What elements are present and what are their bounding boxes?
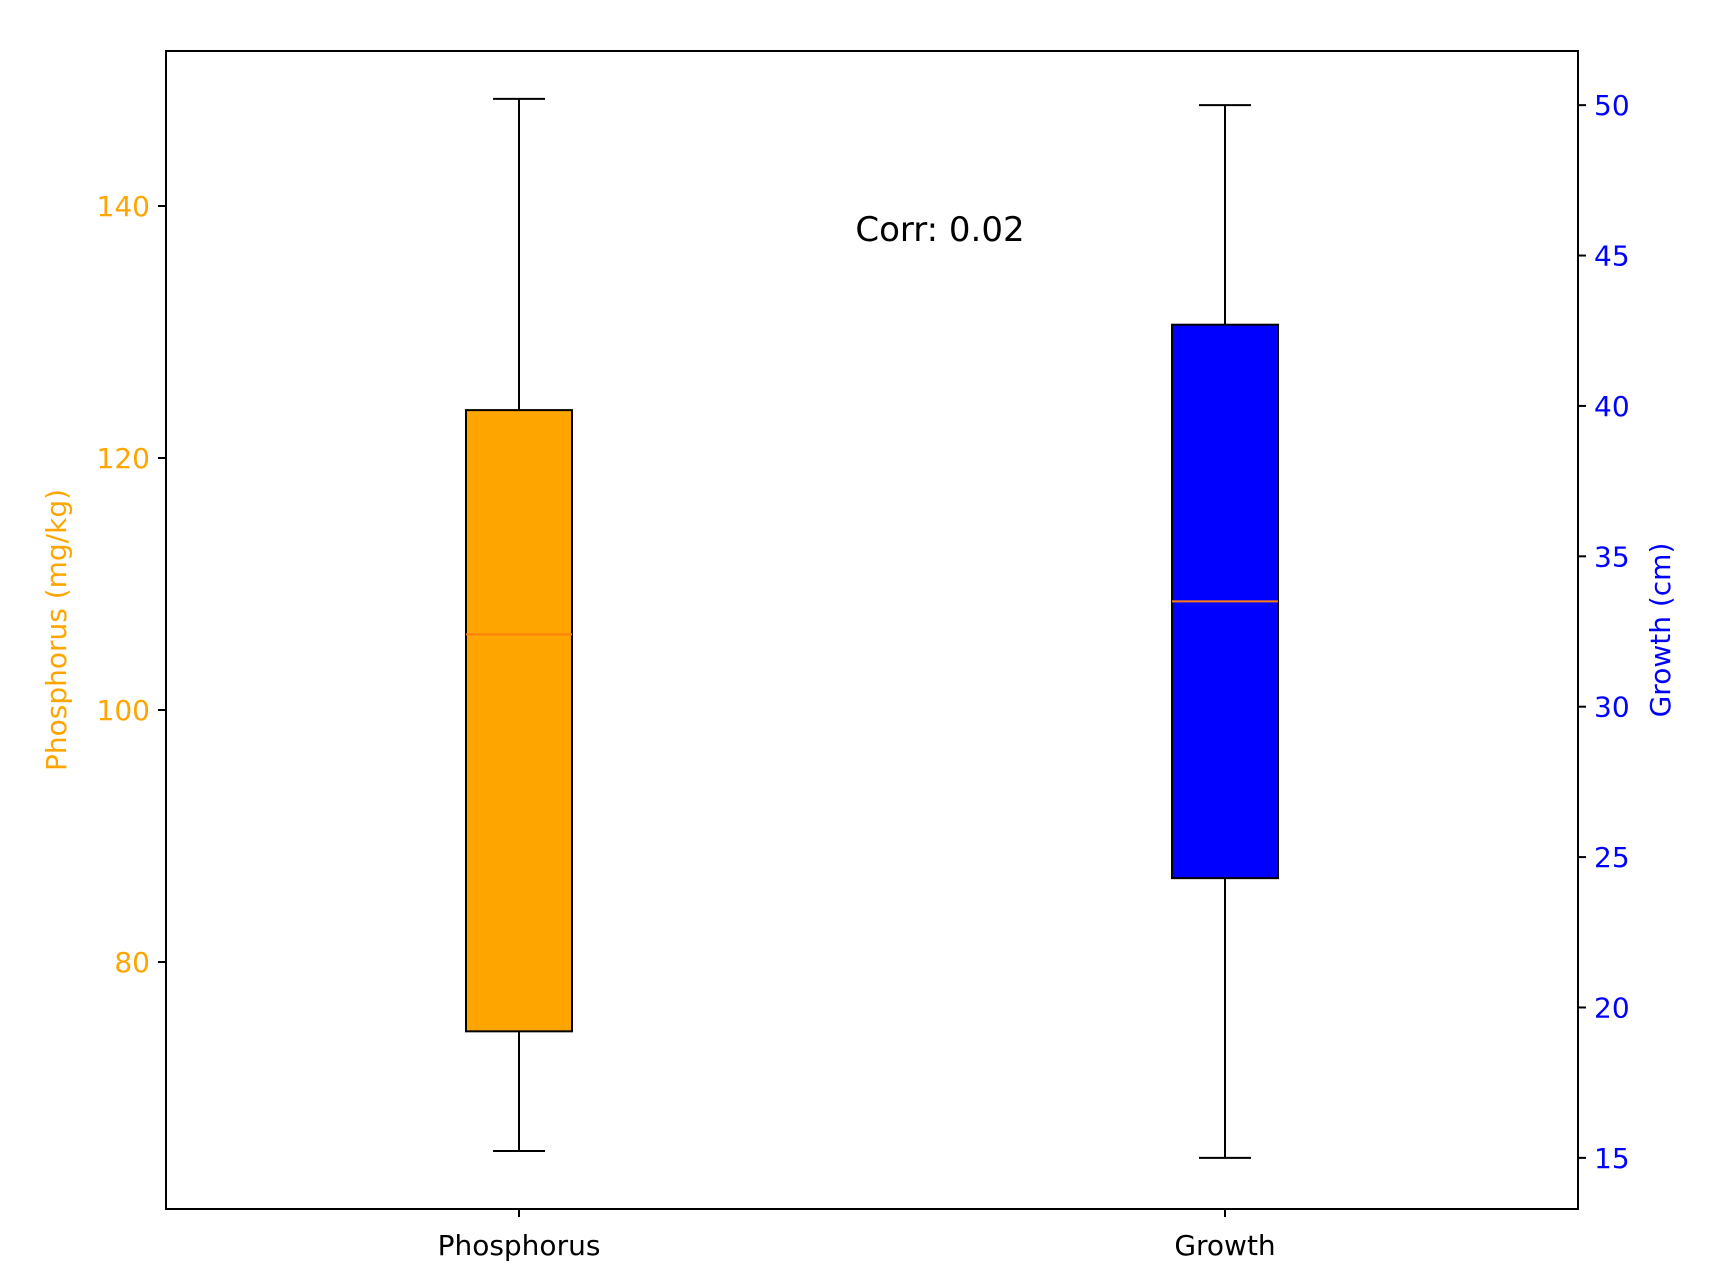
right-tick-label: 25 xyxy=(1594,841,1630,874)
left-tick-label: 140 xyxy=(97,190,150,223)
right-tick-label: 50 xyxy=(1594,89,1630,122)
correlation-annotation: Corr: 0.02 xyxy=(855,210,1024,250)
x-tick-label: Growth xyxy=(1174,1229,1275,1262)
box-phosphorus xyxy=(465,97,573,1153)
right-tick-label: 45 xyxy=(1594,240,1630,273)
left-tick-label: 120 xyxy=(97,442,150,475)
left-axis-label: Phosphorus (mg/kg) xyxy=(40,489,73,771)
text-layer: Corr: 0.02 Phosphorus (mg/kg) Growth (cm… xyxy=(40,210,1677,771)
x-tick-label: Phosphorus xyxy=(438,1229,601,1262)
axes-layer: 80 100 120 140 15 20 25 30 35 40 45 50 Phosphorus Gro… xyxy=(97,89,1630,1262)
right-tick-label: 40 xyxy=(1594,390,1630,423)
left-tick-label: 100 xyxy=(97,694,150,727)
box-growth xyxy=(1171,104,1279,1159)
box-body xyxy=(465,409,573,1033)
right-axis-label: Growth (cm) xyxy=(1644,543,1677,718)
boxes-layer xyxy=(465,97,1279,1159)
right-tick-label: 30 xyxy=(1594,691,1630,724)
plot-frame xyxy=(165,50,1579,1210)
left-tick-label: 80 xyxy=(114,946,150,979)
right-tick-label: 20 xyxy=(1594,991,1630,1024)
right-tick-label: 35 xyxy=(1594,540,1630,573)
right-tick-label: 15 xyxy=(1594,1142,1630,1175)
